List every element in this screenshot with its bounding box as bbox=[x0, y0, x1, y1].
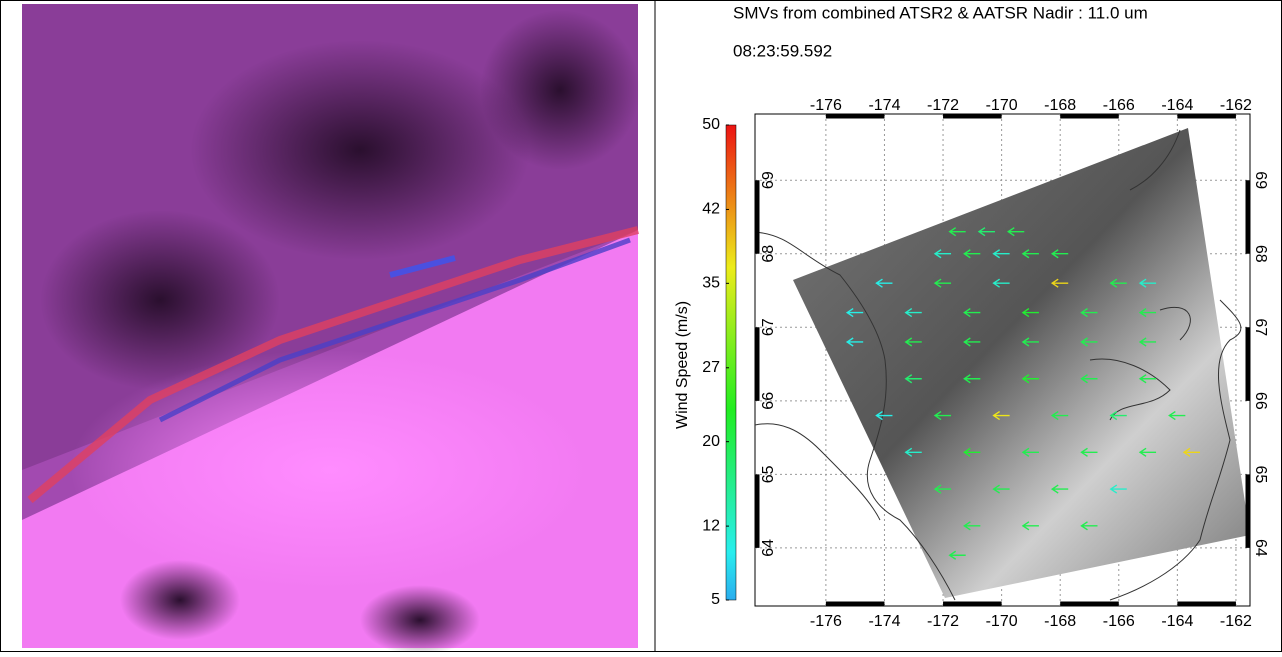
x-tick-label-top: -170 bbox=[986, 97, 1018, 114]
x-tick-label-bottom: -170 bbox=[986, 613, 1018, 630]
colorbar-label: Wind Speed (m/s) bbox=[674, 301, 691, 429]
title: SMVs from combined ATSR2 & AATSR Nadir :… bbox=[733, 3, 1148, 22]
colorbar-tick-label: 27 bbox=[702, 359, 720, 376]
y-tick-label-left: 69 bbox=[760, 171, 777, 189]
y-tick-label-right: 68 bbox=[1252, 245, 1269, 263]
figure: SMVs from combined ATSR2 & AATSR Nadir :… bbox=[0, 0, 1282, 652]
colorbar-tick-label: 42 bbox=[702, 201, 720, 218]
x-tick-label-top: -162 bbox=[1220, 97, 1252, 114]
x-tick-label-bottom: -166 bbox=[1103, 613, 1135, 630]
satellite-image bbox=[22, 4, 640, 652]
y-tick-label-left: 65 bbox=[760, 465, 777, 483]
x-tick-label-top: -164 bbox=[1161, 97, 1193, 114]
x-tick-label-top: -166 bbox=[1103, 97, 1135, 114]
colorbar-tick-label: 50 bbox=[702, 116, 720, 133]
colorbar-tick-label: 35 bbox=[702, 275, 720, 292]
x-tick-label-bottom: -172 bbox=[927, 613, 959, 630]
colorbar-tick-label: 12 bbox=[702, 517, 720, 534]
y-tick-label-left: 64 bbox=[760, 539, 777, 557]
x-tick-label-bottom: -174 bbox=[868, 613, 900, 630]
colorbar bbox=[726, 125, 736, 600]
page: {"chart_data": {"type": "vector-map", "t… bbox=[0, 0, 1282, 652]
colorbar-tick-label: 5 bbox=[711, 591, 720, 608]
y-tick-label-right: 69 bbox=[1252, 171, 1269, 189]
y-tick-label-left: 67 bbox=[760, 318, 777, 336]
subtitle: 08:23:59.592 bbox=[733, 41, 832, 60]
x-tick-label-bottom: -168 bbox=[1044, 613, 1076, 630]
y-tick-label-right: 66 bbox=[1252, 392, 1269, 410]
x-tick-label-bottom: -162 bbox=[1220, 613, 1252, 630]
colorbar-tick-label: 20 bbox=[702, 433, 720, 450]
x-tick-label-top: -176 bbox=[810, 97, 842, 114]
x-tick-label-bottom: -176 bbox=[810, 613, 842, 630]
y-tick-label-left: 66 bbox=[760, 392, 777, 410]
x-tick-label-top: -174 bbox=[868, 97, 900, 114]
y-tick-label-right: 65 bbox=[1252, 465, 1269, 483]
y-tick-label-right: 67 bbox=[1252, 318, 1269, 336]
y-tick-label-left: 68 bbox=[760, 245, 777, 263]
x-tick-label-top: -172 bbox=[927, 97, 959, 114]
x-tick-label-bottom: -164 bbox=[1161, 613, 1193, 630]
x-tick-label-top: -168 bbox=[1044, 97, 1076, 114]
y-tick-label-right: 64 bbox=[1252, 539, 1269, 557]
